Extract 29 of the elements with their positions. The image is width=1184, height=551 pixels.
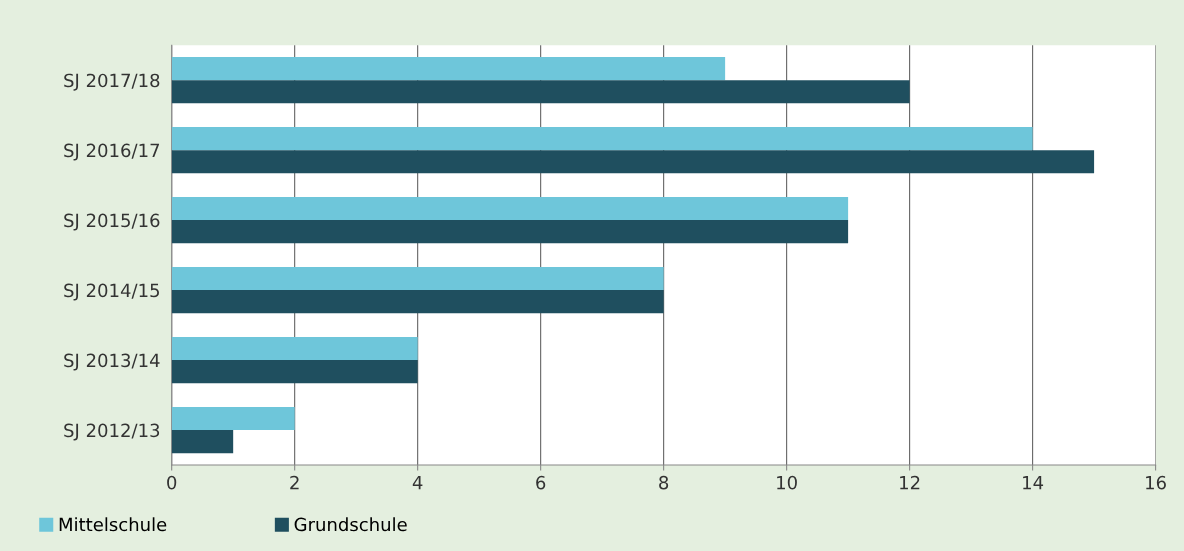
x-tick-label: 14 [1023,476,1044,490]
y-tick-label: SJ 2012/13 [64,423,160,441]
legend-label: Mittelschule [59,517,167,532]
x-tick-label: 10 [777,475,797,490]
x-tick-label: 8 [659,475,669,490]
legend-label: Grundschule [294,517,407,532]
y-tick-label: SJ 2013/14 [64,353,160,371]
bar [171,197,849,221]
y-tick-label: SJ 2015/16 [64,213,160,231]
bar [171,127,1033,151]
bar [171,80,910,104]
bar [171,267,664,291]
x-tick-label: 4 [412,476,423,490]
x-tick-label: 6 [536,475,546,490]
bar [171,406,295,431]
bar [171,360,418,384]
y-tick-label: SJ 2016/17 [64,143,160,161]
bar [171,290,664,314]
bar [171,336,418,361]
x-tick-label: 12 [900,475,920,490]
x-tick-label: 2 [290,475,299,490]
bar [171,220,849,244]
bar [171,150,1095,174]
bar [171,57,726,81]
bar [171,430,234,454]
y-tick-label: SJ 2017/18 [64,73,160,91]
x-tick-label: 16 [1146,475,1166,490]
y-tick-label: SJ 2014/15 [64,283,159,301]
x-tick-label: 0 [167,475,177,490]
